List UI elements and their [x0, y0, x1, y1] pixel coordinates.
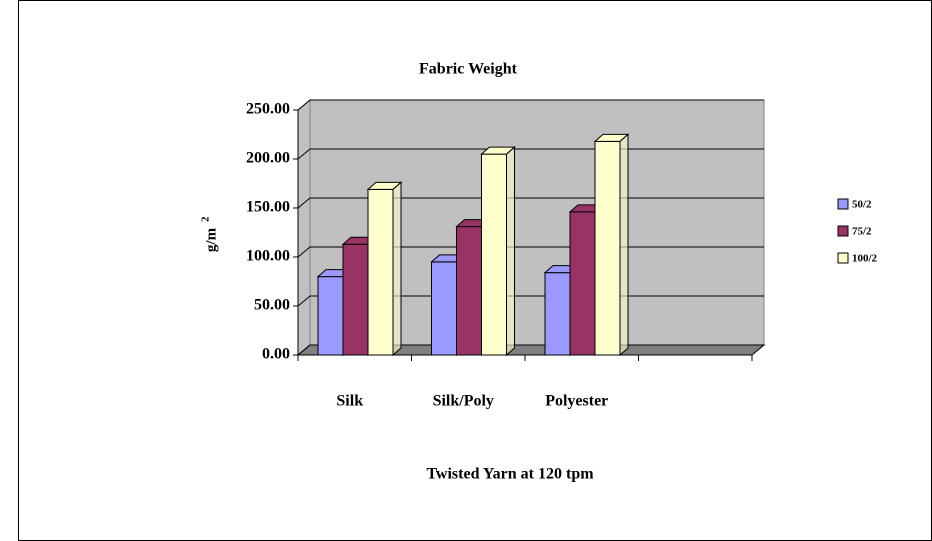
bar — [593, 133, 630, 357]
bar-front — [317, 276, 344, 356]
bar-side — [506, 145, 515, 357]
legend-label: 100/2 — [852, 253, 878, 265]
y-tick-label: 50.00 — [254, 297, 290, 314]
y-tick-label: 100.00 — [246, 248, 290, 265]
y-axis-title-text: g/m — [203, 227, 219, 252]
y-axis-title-superscript: 2 — [200, 216, 212, 222]
legend-label: 75/2 — [852, 226, 872, 238]
grid-line — [297, 99, 764, 111]
side-wall — [297, 98, 311, 357]
bar-side — [619, 133, 629, 357]
legend-label: 50/2 — [852, 199, 872, 211]
bar-front — [431, 261, 457, 356]
bar-front — [481, 153, 507, 356]
bar — [366, 181, 403, 357]
x-tick-label: Silk/Poly — [433, 393, 494, 410]
chart-title: Fabric Weight — [419, 61, 518, 78]
legend-swatch — [837, 225, 849, 237]
y-tick-label: 200.00 — [246, 150, 290, 167]
legend-swatch — [837, 252, 849, 264]
bar — [480, 145, 516, 357]
bar-front — [456, 226, 482, 356]
y-axis-title: g/m 2 — [200, 216, 220, 252]
y-tick-label: 250.00 — [246, 101, 290, 118]
x-tick-label: Silk — [336, 393, 363, 410]
bar-front — [569, 211, 596, 356]
x-tick-label: Polyester — [545, 393, 608, 410]
bar-side — [392, 181, 402, 357]
bar-front — [594, 140, 621, 356]
bar-front — [367, 188, 394, 356]
y-tick-label: 0.00 — [262, 346, 290, 363]
x-axis-title: Twisted Yarn at 120 tpm — [426, 466, 594, 483]
y-tick-label: 150.00 — [246, 199, 290, 216]
bar-front — [342, 243, 369, 356]
legend-swatch — [837, 198, 849, 210]
bar-front — [544, 272, 571, 356]
